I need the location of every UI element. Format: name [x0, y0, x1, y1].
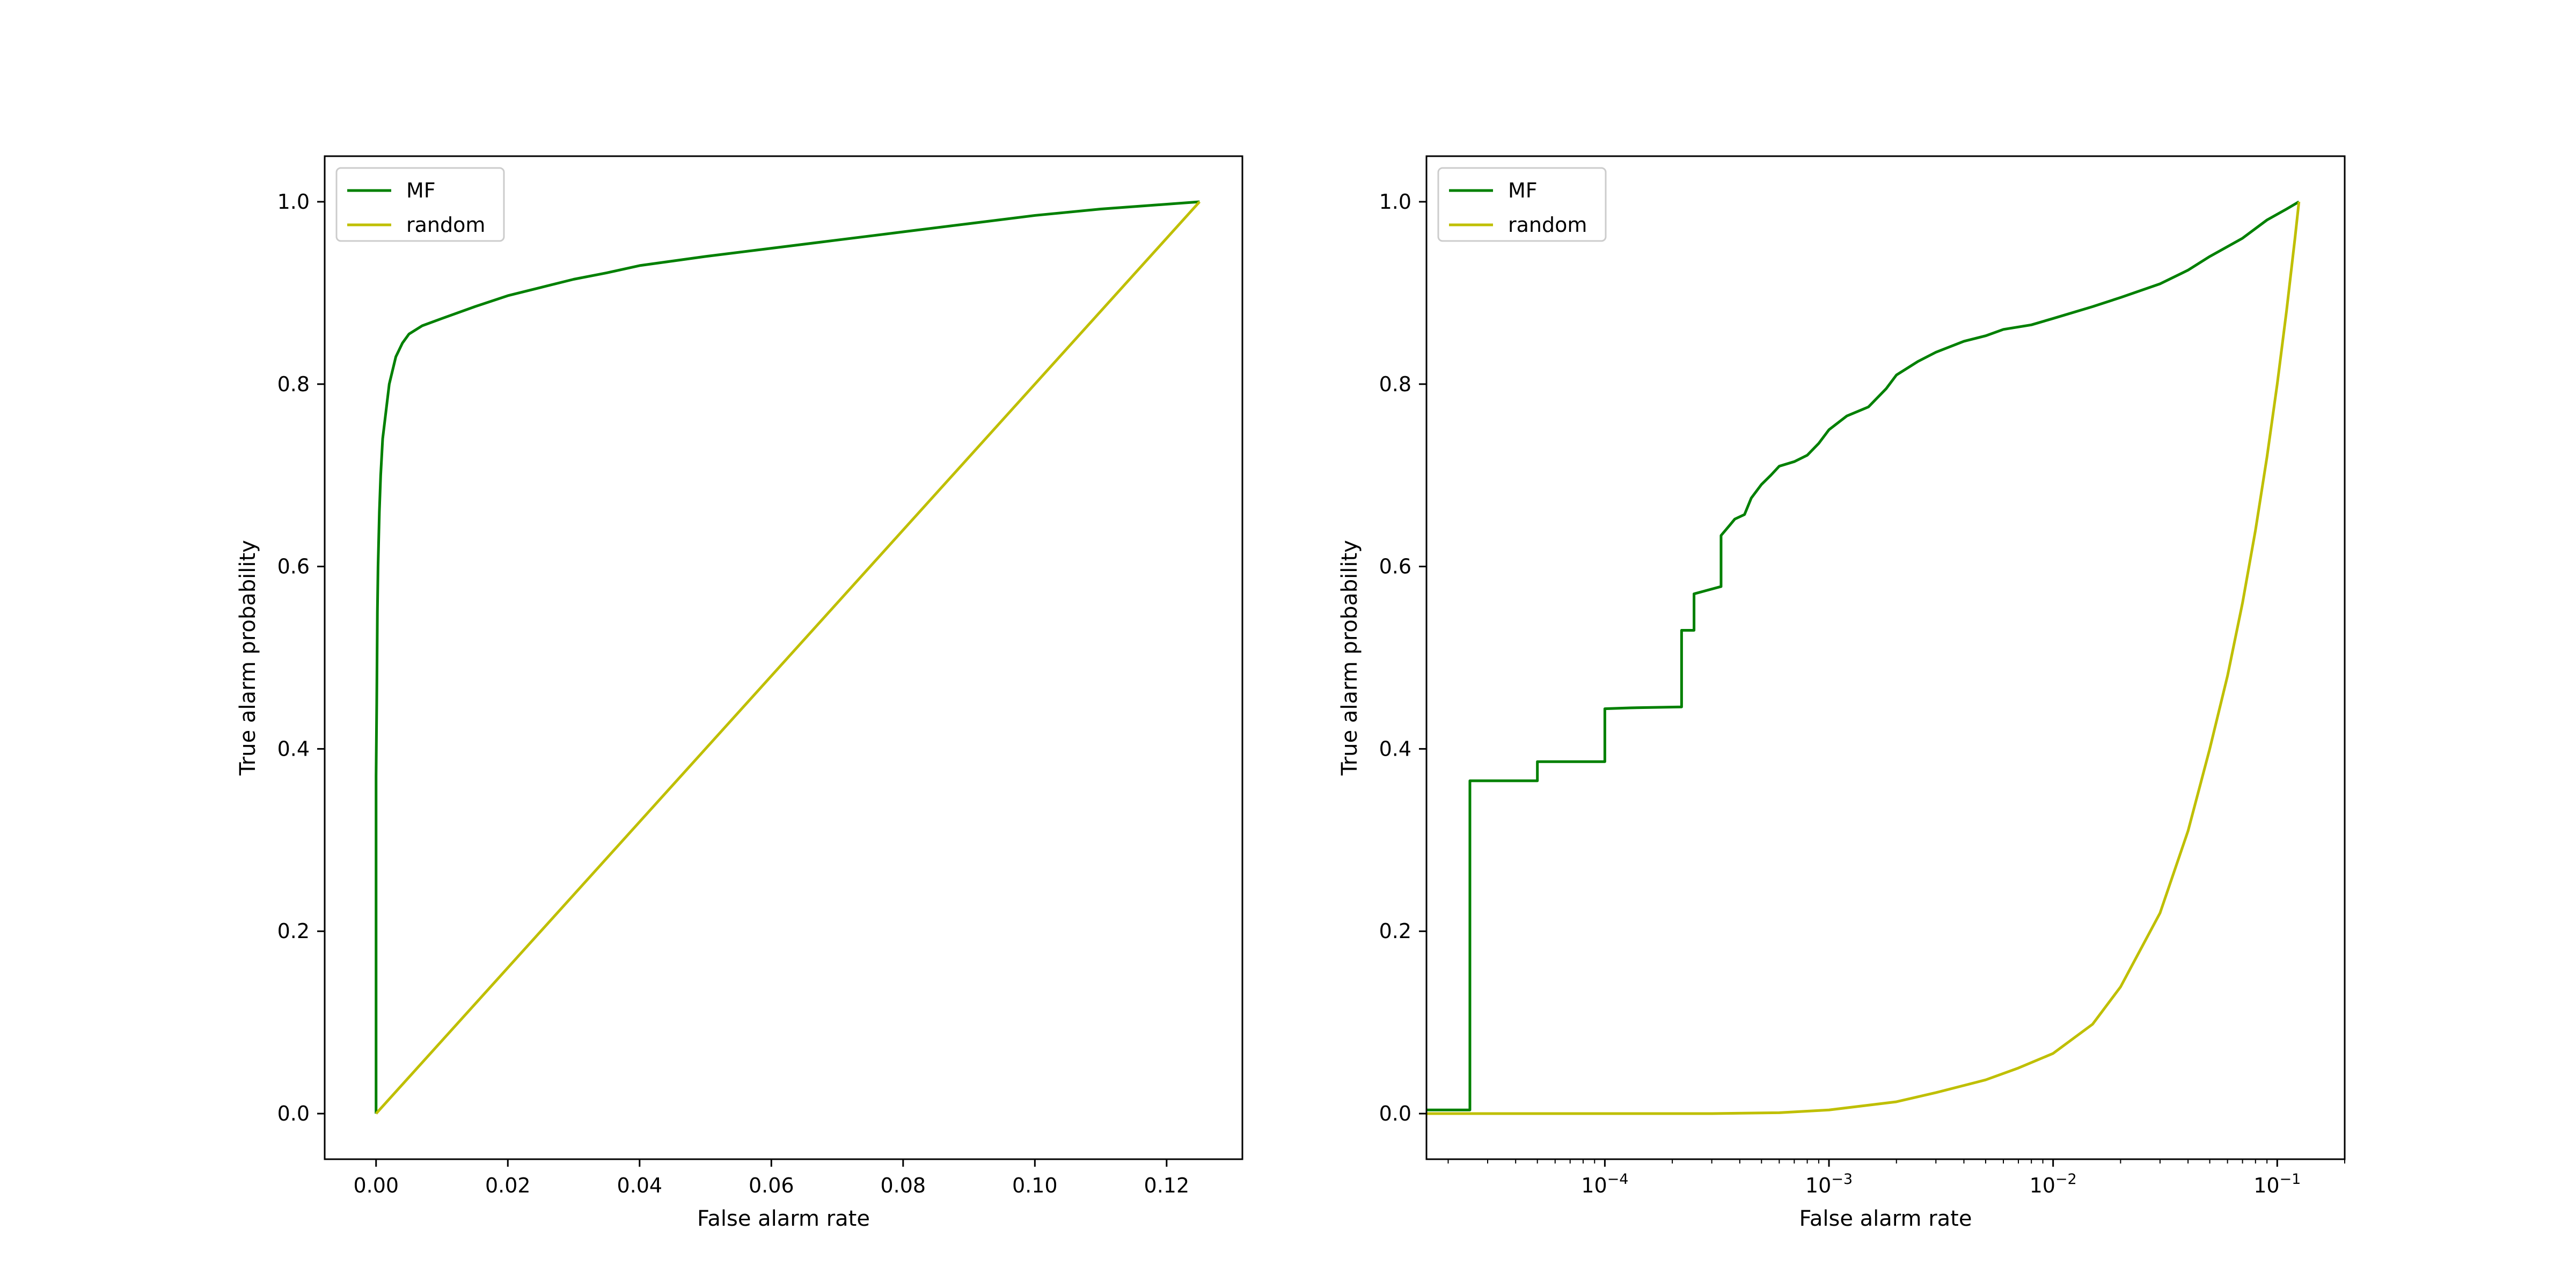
y-tick-label: 0.2 — [1379, 919, 1411, 943]
series-line-random — [1426, 201, 2301, 1115]
x-axis-label: False alarm rate — [1799, 1206, 1972, 1231]
y-tick-label: 0.0 — [277, 1102, 310, 1125]
y-tick-label: 0.4 — [1379, 737, 1411, 760]
x-tick-label: 10−2 — [2030, 1171, 2077, 1197]
y-tick-label: 0.6 — [1379, 555, 1411, 579]
x-tick-label: 0.10 — [1012, 1174, 1058, 1197]
axes-frame — [324, 155, 1243, 1160]
series-line-random — [375, 201, 1201, 1115]
series-line-mf — [1426, 200, 2300, 1111]
x-tick-label: 10−3 — [1805, 1171, 1853, 1197]
legend-box — [1437, 167, 1607, 242]
y-axis-label: True alarm probability — [236, 540, 260, 776]
legend-label-random: random — [1508, 213, 1587, 237]
legend-label-mf: MF — [1508, 179, 1538, 202]
x-tick-label: 0.04 — [617, 1174, 662, 1197]
y-tick-label: 0.8 — [277, 372, 310, 396]
axes-frame — [1425, 155, 2346, 1160]
y-tick-label: 1.0 — [1379, 190, 1411, 214]
y-tick-label: 0.2 — [277, 919, 310, 943]
x-tick-label: 0.00 — [353, 1174, 399, 1197]
y-tick-label: 0.8 — [1379, 372, 1411, 396]
x-tick-label: 0.12 — [1144, 1174, 1190, 1197]
x-tick-label: 0.08 — [880, 1174, 926, 1197]
roc-panel-log: 0.0 0.2 0.4 0.6 0.8 1.0 10−4 10−3 10−2 10−1 False … — [1337, 155, 2346, 1231]
legend-label-random: random — [406, 213, 485, 237]
x-tick-label: 0.06 — [749, 1174, 794, 1197]
x-tick-label: 10−1 — [2253, 1171, 2301, 1197]
y-tick-label: 1.0 — [277, 190, 310, 214]
y-tick-label: 0.0 — [1379, 1102, 1411, 1125]
x-axis-label: False alarm rate — [697, 1206, 870, 1231]
x-tick-label: 10−4 — [1581, 1171, 1628, 1197]
x-tick-label: 0.02 — [485, 1174, 531, 1197]
legend: MF random — [1437, 167, 1607, 242]
y-tick-label: 0.6 — [277, 555, 310, 579]
legend-label-mf: MF — [406, 179, 436, 202]
legend-box — [335, 167, 505, 242]
roc-panel-linear: 0.0 0.2 0.4 0.6 0.8 1.0 0.00 0.02 0.04 0.06 0.08 0.… — [236, 155, 1243, 1231]
series-line-mf — [375, 200, 1200, 1114]
legend: MF random — [335, 167, 505, 242]
y-tick-label: 0.4 — [277, 737, 310, 760]
y-axis-label: True alarm probability — [1337, 540, 1362, 776]
